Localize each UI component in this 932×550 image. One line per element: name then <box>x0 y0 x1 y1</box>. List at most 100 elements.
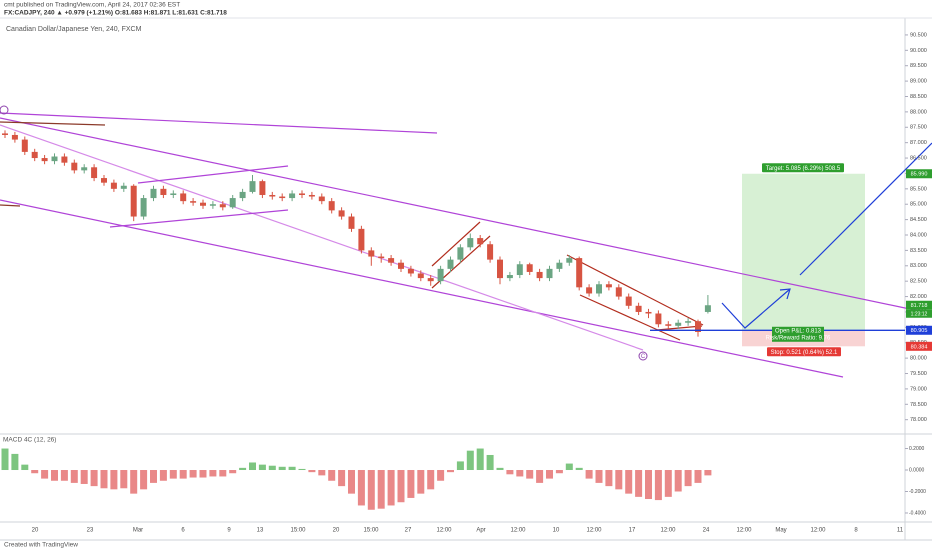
histogram-bar <box>318 470 326 476</box>
candle-body <box>358 228 365 251</box>
histogram-bar <box>31 470 39 474</box>
pnl-label: Open P&L: 0.813 <box>775 328 822 334</box>
histogram-bar <box>90 470 98 487</box>
last-price-tag: 81.718 <box>911 303 928 309</box>
pnl-bg <box>772 326 824 342</box>
candle-body <box>150 188 157 199</box>
candle-body <box>497 259 503 279</box>
histogram-bar <box>150 470 157 483</box>
target-tag: 85.990 <box>911 172 928 178</box>
arrow-head <box>779 288 791 300</box>
y-tick-label: 78.000 <box>910 417 927 423</box>
histogram-bar <box>268 465 276 471</box>
y-tick-label: 82.000 <box>910 294 927 300</box>
candle-body <box>437 268 444 282</box>
x-tick-label: 13 <box>257 528 264 534</box>
y-tick-label: 0.2000 <box>909 446 925 452</box>
histogram-bar <box>308 470 316 473</box>
candle-body <box>625 296 632 306</box>
histogram-bar <box>179 470 187 479</box>
y-tick-label: 0.0000 <box>909 467 925 473</box>
histogram-bar <box>427 470 435 490</box>
candle-body <box>219 204 226 208</box>
candle-body <box>704 305 711 312</box>
histogram-bar <box>674 470 682 492</box>
y-tick-label: 90.500 <box>910 32 927 38</box>
histogram-bar <box>585 470 593 479</box>
candle-body <box>279 196 286 199</box>
histogram-bar <box>684 470 692 487</box>
projection-arrow <box>799 142 932 276</box>
histogram-bar <box>70 470 78 483</box>
histogram-bar <box>169 470 177 479</box>
candle-body <box>516 264 523 276</box>
histogram-bar <box>645 470 652 500</box>
entry-tag-bg <box>906 325 932 335</box>
histogram-bar <box>595 470 603 483</box>
x-tick-label: 17 <box>629 528 636 534</box>
candle-body <box>457 247 464 260</box>
candle-body <box>31 151 38 159</box>
histogram-bar <box>159 470 167 481</box>
countdown: 1:23:12 <box>911 311 928 317</box>
histogram-bar <box>298 468 306 471</box>
y-tick-label: 79.000 <box>910 386 927 392</box>
histogram-bar <box>496 467 504 471</box>
histogram-bar <box>328 470 336 481</box>
candle-body <box>269 194 276 197</box>
entry-tag: 80.905 <box>911 328 928 334</box>
candle-body <box>388 258 395 263</box>
candle-body <box>368 250 375 257</box>
y-tick-label: 88.500 <box>910 94 927 100</box>
y-tick-label: -0.4000 <box>909 510 926 516</box>
x-tick-label: 15:00 <box>363 528 379 534</box>
candle-body <box>110 182 117 189</box>
x-tick-label: 10 <box>553 528 560 534</box>
histogram-bar <box>21 464 29 471</box>
x-tick-label: 27 <box>405 528 412 534</box>
histogram-bar <box>605 470 613 487</box>
candle-body <box>190 201 197 203</box>
x-tick-label: 9 <box>227 528 231 534</box>
x-tick-label: 6 <box>181 528 185 534</box>
x-tick-label: 12:00 <box>810 528 826 534</box>
candle-body <box>675 322 682 326</box>
candle-body <box>348 216 355 229</box>
candle-body <box>209 204 216 206</box>
trend-line <box>0 204 21 207</box>
candle-body <box>130 185 137 217</box>
histogram-bar <box>278 466 286 471</box>
y-tick-label: 86.500 <box>910 156 927 162</box>
trend-line <box>137 165 289 184</box>
candle-body <box>467 238 474 248</box>
histogram-bar <box>338 470 346 487</box>
target-zone <box>742 173 865 331</box>
candle-body <box>11 134 18 140</box>
histogram-bar <box>407 470 415 498</box>
x-tick-label: 12:00 <box>660 528 676 534</box>
histogram-bar <box>130 470 138 494</box>
histogram-bar <box>229 470 237 474</box>
histogram-bar <box>377 470 385 509</box>
last-price-tag-bg <box>906 300 932 310</box>
candle-body <box>308 194 315 197</box>
y-tick-label: 87.500 <box>910 125 927 131</box>
histogram-bar <box>387 470 395 506</box>
histogram-bar <box>120 470 128 489</box>
histogram-bar <box>526 470 534 479</box>
x-tick-label: 20 <box>32 528 39 534</box>
candle-body <box>398 262 404 269</box>
y-tick-label: 85.000 <box>910 202 927 208</box>
trend-line <box>656 325 703 331</box>
histogram-bar <box>397 470 405 503</box>
y-tick-label: 82.500 <box>910 279 927 285</box>
candle-body <box>586 287 593 294</box>
stop-label-bg <box>767 347 841 357</box>
candle-body <box>685 321 692 323</box>
histogram-bar <box>664 470 672 497</box>
candle-body <box>200 202 206 206</box>
y-tick-label: 83.000 <box>910 263 927 269</box>
histogram-bar <box>60 470 68 481</box>
x-tick-label: 23 <box>87 528 94 534</box>
